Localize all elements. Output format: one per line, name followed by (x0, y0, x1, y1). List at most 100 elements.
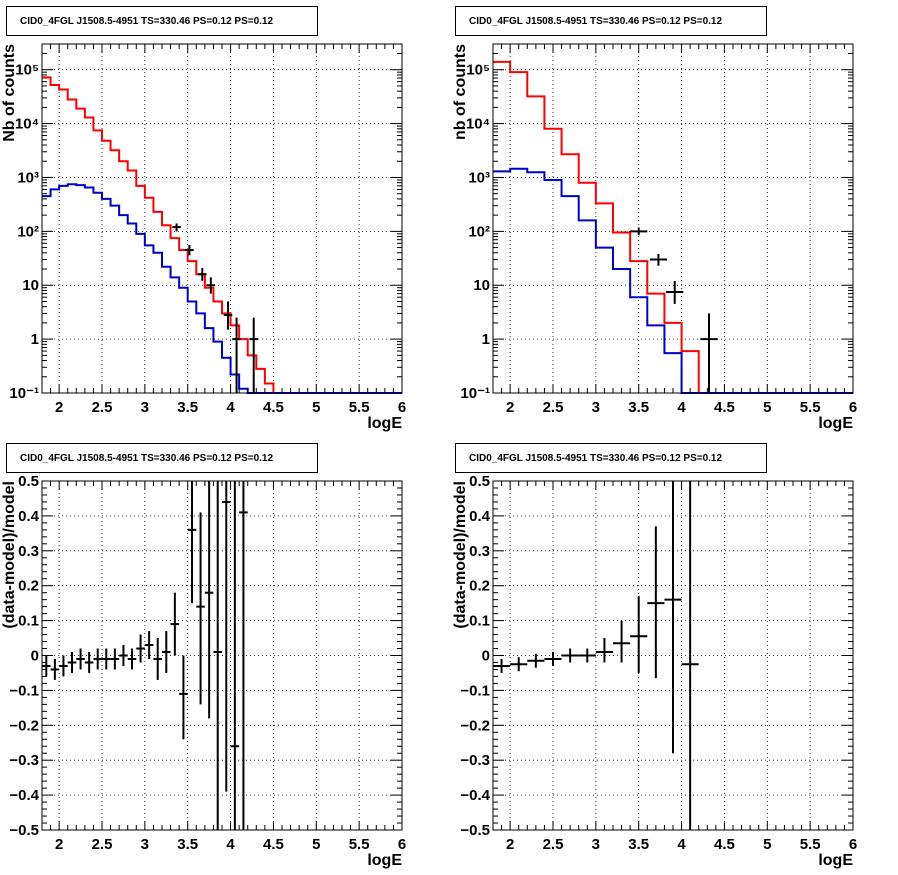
y-tick-label: 0.4 (18, 508, 40, 525)
plot-frame (492, 43, 854, 394)
x-tick-label: 6 (849, 399, 857, 416)
y-tick-label: 10⁻¹ (9, 385, 39, 402)
data-point (630, 596, 648, 673)
y-tick-label: 10² (468, 223, 490, 240)
x-tick-label: 2.5 (543, 399, 564, 416)
chart-title: CID0_4FGL J1508.5-4951 TS=330.46 PS=0.12… (6, 443, 318, 473)
x-tick-label: 5 (312, 836, 320, 853)
x-tick-label: 2.5 (92, 836, 113, 853)
y-axis-label: nb of counts (452, 44, 469, 140)
data-points (42, 481, 248, 830)
x-tick-label: 2 (55, 399, 63, 416)
data-point (76, 648, 85, 670)
data-point (198, 267, 207, 281)
grid-lines (42, 481, 402, 830)
y-tick-label: −0.1 (460, 682, 490, 699)
x-tick-label: 4 (677, 399, 686, 416)
x-tick-label: 5 (763, 836, 771, 853)
chart-panel-1: 2 2.5 3 3.5 4 4.5 5 5.5 6 10⁻¹ 1 10 10² 10³ 10⁴ 10⁵ logE… (1, 43, 406, 432)
x-tick-label: 5 (312, 399, 320, 416)
data-point (222, 481, 231, 792)
plot-frame (41, 480, 403, 831)
data-point (172, 223, 181, 232)
y-tick-label: 0 (31, 648, 39, 665)
data-point (179, 655, 188, 740)
x-axis-label: logE (367, 852, 402, 869)
y-tick-label: 10⁵ (15, 62, 39, 79)
x-tick-label: 2.5 (543, 836, 564, 853)
data-point (204, 481, 214, 719)
y-tick-label: 10⁻¹ (460, 385, 490, 402)
data-point (170, 592, 180, 656)
data-points (172, 223, 258, 393)
x-tick-label: 3 (141, 836, 149, 853)
data-point (153, 638, 162, 680)
x-tick-label: 6 (849, 836, 857, 853)
data-point (50, 658, 60, 680)
x-tick-label: 3.5 (177, 836, 198, 853)
x-tick-label: 4.5 (263, 836, 284, 853)
data-point (206, 277, 216, 294)
plot-area (493, 44, 853, 393)
chart-panel-4: 2 2.5 3 3.5 4 4.5 5 5.5 6 −0.5 −0.4 −0.3 −0.2 −0.1 0 0.… (452, 473, 857, 869)
data-point (595, 638, 613, 663)
y-tick-label: −0.1 (9, 682, 39, 699)
data-point (42, 655, 51, 677)
y-tick-label: 0.2 (469, 578, 490, 595)
x-tick-label: 4 (226, 399, 235, 416)
x-tick-label: 4 (677, 836, 686, 853)
data-point (67, 652, 77, 673)
x-tick-label: 3 (592, 836, 600, 853)
chart-title: CID0_4FGL J1508.5-4951 TS=330.46 PS=0.12… (455, 443, 767, 473)
data-point (187, 481, 197, 604)
y-tick-label: 0.1 (469, 613, 490, 630)
y-axis-label: (data-model)/model (452, 481, 469, 629)
data-point (127, 648, 137, 670)
x-tick-label: 3 (141, 399, 149, 416)
y-tick-label: −0.4 (460, 787, 490, 804)
x-tick-label: 2 (506, 836, 514, 853)
x-tick-label: 5.5 (800, 836, 821, 853)
chart-panel-2: 2 2.5 3 3.5 4 4.5 5 5.5 6 10⁻¹ 1 10 10² 10³ 10⁴ 10⁵ logE… (452, 43, 857, 432)
data-point (544, 652, 562, 666)
x-tick-label: 5.5 (800, 399, 821, 416)
y-tick-label: 0.3 (18, 543, 39, 560)
data-points (630, 227, 718, 393)
data-point (249, 317, 258, 393)
y-tick-label: 0.1 (18, 613, 39, 630)
x-axis-label: logE (818, 852, 853, 869)
data-point (230, 481, 240, 830)
data-point (213, 481, 222, 830)
x-tick-label: 2.5 (92, 399, 113, 416)
y-tick-label: 0.5 (469, 473, 490, 490)
data-point (681, 481, 699, 830)
x-tick-label: 3.5 (628, 399, 649, 416)
data-point (647, 526, 665, 679)
data-point (162, 631, 171, 673)
data-point (493, 658, 511, 673)
y-tick-label: −0.2 (9, 717, 39, 734)
data-point (613, 620, 631, 663)
y-tick-label: −0.2 (460, 717, 490, 734)
y-tick-label: 0.4 (469, 508, 491, 525)
data-point (185, 244, 194, 256)
x-tick-label: 3.5 (628, 836, 649, 853)
y-tick-label: 10 (22, 277, 39, 294)
data-point (630, 227, 648, 236)
data-point (561, 648, 579, 663)
data-point (144, 631, 154, 659)
grid-lines (42, 44, 402, 393)
data-point (527, 653, 545, 668)
y-tick-label: −0.4 (9, 787, 39, 804)
chart-title: CID0_4FGL J1508.5-4951 TS=330.46 PS=0.12… (6, 6, 318, 36)
y-axis-label: Nb of counts (1, 44, 18, 142)
data-point (102, 648, 111, 670)
y-tick-label: −0.5 (9, 822, 39, 839)
chart-panel-3: 2 2.5 3 3.5 4 4.5 5 5.5 6 −0.5 −0.4 −0.3 −0.2 −0.1 0 0.… (1, 473, 406, 869)
y-tick-label: 10⁵ (466, 62, 490, 79)
data-point (59, 655, 68, 677)
x-axis-label: logE (818, 415, 853, 432)
y-tick-label: 10 (473, 277, 490, 294)
y-tick-label: 10² (17, 223, 39, 240)
